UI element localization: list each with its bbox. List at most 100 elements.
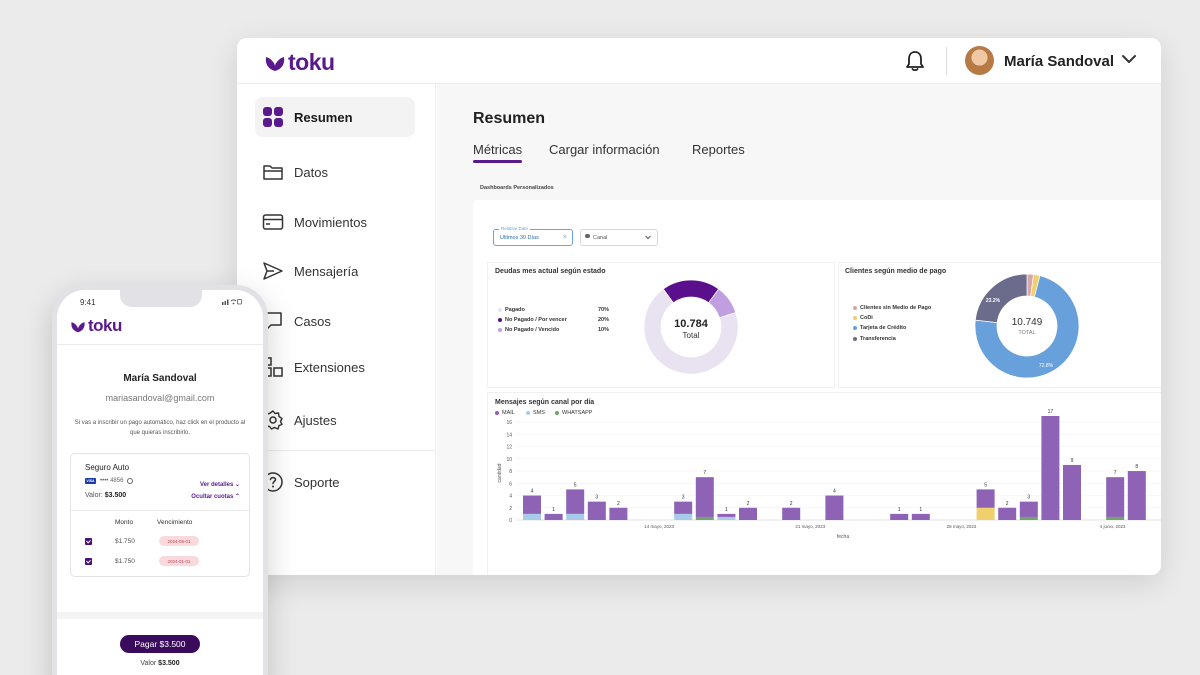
bar-segment-whatsapp[interactable]: [1019, 516, 1038, 520]
bar-segment-mail[interactable]: [523, 495, 541, 514]
installment-checkbox[interactable]: [85, 558, 92, 565]
link-label: Ver detalles: [199, 482, 234, 488]
product-valor: Valor: $3.500: [85, 492, 126, 499]
ver-detalles-link[interactable]: Ver detalles ⌄: [200, 481, 240, 488]
bar-segment-mail[interactable]: [739, 507, 757, 520]
pie-slice[interactable]: [974, 275, 1080, 379]
legend-item: WHATSAPP: [555, 410, 592, 416]
donut-total-label: TOTAL: [1018, 330, 1035, 336]
sidebar-item-resumen[interactable]: Resumen: [255, 97, 415, 137]
legend-label: No Pagado / Por vencer: [505, 317, 567, 323]
pie-slice[interactable]: [974, 273, 1028, 324]
pie-slice[interactable]: [708, 288, 737, 319]
sidebar-item-movimientos[interactable]: Movimientos: [255, 202, 415, 242]
sidebar-item-ajustes[interactable]: Ajustes: [255, 400, 415, 440]
legend-swatch: [555, 411, 559, 415]
bar-segment-mail[interactable]: [566, 489, 585, 514]
col-vencimiento: Vencimiento: [157, 519, 193, 526]
bar-segment-sms[interactable]: [717, 516, 736, 520]
product-card[interactable]: Seguro Auto VISA •••• 4856 Valor: $3.500…: [70, 453, 250, 577]
phone-notch: [120, 290, 202, 307]
toku-logo[interactable]: toku: [264, 49, 335, 76]
bar-segment-mail[interactable]: [976, 489, 995, 508]
legend-item: SMS: [526, 410, 545, 416]
bar-segment-mail[interactable]: [1041, 416, 1060, 520]
channel-filter[interactable]: Canal: [580, 229, 658, 246]
clients-donut: 10.749 TOTAL 23.2% 72.8%: [974, 273, 1080, 379]
legend-item: No Pagado / Vencido: [498, 327, 559, 333]
chevron-down-icon: [645, 235, 651, 240]
bar-segment-whatsapp[interactable]: [1106, 516, 1125, 520]
app-window: toku María Sandoval Resumen Datos Movimi…: [237, 38, 1161, 575]
bar-value-label: 3: [1027, 495, 1030, 501]
legend-label: WHATSAPP: [562, 410, 593, 416]
ocultar-cuotas-link[interactable]: Ocultar cuotas ⌃: [191, 493, 240, 500]
installment-amount: $1.750: [115, 558, 135, 565]
grid-icon: [263, 107, 283, 127]
bar-segment-whatsapp[interactable]: [695, 516, 714, 520]
sidebar-item-mensajeria[interactable]: Mensajería: [255, 251, 415, 291]
bar-segment-mail[interactable]: [609, 507, 628, 520]
visa-logo: VISA: [85, 478, 96, 484]
user-name[interactable]: María Sandoval: [1004, 53, 1115, 70]
bar-segment-mail[interactable]: [1019, 501, 1038, 517]
bar-segment-mail[interactable]: [1106, 477, 1125, 517]
bar-segment-mail[interactable]: [695, 477, 714, 517]
tab-metricas[interactable]: Métricas: [473, 142, 523, 163]
bar-segment-sms[interactable]: [674, 513, 693, 520]
bar-segment-codi[interactable]: [976, 507, 995, 520]
bar-segment-sms[interactable]: [566, 513, 585, 520]
date-filter[interactable]: Relative Date Ultimos 30 Días ×: [493, 226, 573, 246]
sidebar-item-label: Resumen: [294, 109, 353, 125]
y-tick-label: 4: [509, 494, 512, 500]
bar-segment-mail[interactable]: [1127, 471, 1146, 520]
chevron-down-icon[interactable]: [1121, 53, 1137, 65]
col-monto: Monto: [115, 519, 134, 526]
pie-slice[interactable]: [662, 279, 720, 304]
bar-segment-mail[interactable]: [782, 507, 801, 520]
sidebar-item-casos[interactable]: Casos: [255, 301, 415, 341]
installment-checkbox[interactable]: [85, 538, 92, 545]
sidebar-item-datos[interactable]: Datos: [255, 152, 415, 192]
pie-slice[interactable]: [643, 288, 739, 375]
payment-footer-inner: Pagar $3.500 Valor $3.500: [57, 619, 263, 675]
tab-cargar-informacion[interactable]: Cargar información: [549, 142, 660, 157]
sidebar-item-extensiones[interactable]: Extensiones: [255, 347, 415, 387]
donut-total-label: Total: [683, 331, 700, 340]
bar-segment-mail[interactable]: [674, 501, 693, 514]
chart-title: Mensajes según canal por día: [495, 399, 595, 406]
tab-reportes[interactable]: Reportes: [692, 142, 745, 157]
legend-label: Pagado: [505, 307, 525, 313]
legend-item: No Pagado / Por vencer: [498, 317, 567, 323]
bar-value-label: 3: [682, 495, 685, 501]
card-icon: [262, 214, 284, 230]
due-date-badge: 2024-05-01: [159, 536, 199, 546]
pay-button[interactable]: Pagar $3.500: [120, 635, 200, 653]
bar-segment-mail[interactable]: [998, 507, 1017, 520]
chat-icon: [585, 234, 590, 238]
chart-title: Clientes según medio de pago: [845, 268, 947, 275]
bar-segment-mail[interactable]: [544, 513, 563, 520]
y-tick-label: 2: [509, 506, 512, 512]
bar-segment-mail[interactable]: [587, 501, 606, 520]
sidebar-divider: [237, 450, 435, 451]
bar-segment-mail[interactable]: [825, 495, 844, 520]
avatar[interactable]: [965, 46, 994, 75]
bell-icon[interactable]: [905, 50, 925, 72]
legend-item: CoDi: [853, 315, 873, 321]
bar-segment-mail[interactable]: [717, 513, 736, 517]
clear-icon[interactable]: ×: [562, 234, 567, 241]
bar-segment-mail[interactable]: [911, 513, 930, 520]
legend-item: Clientes sin Medio de Pago: [853, 305, 931, 311]
bar-segment-mail[interactable]: [1063, 464, 1081, 520]
y-tick-label: 0: [509, 518, 512, 524]
x-tick-label: 21 mayo, 2023: [795, 524, 825, 529]
bar-value-label: 1: [898, 507, 901, 513]
bar-value-label: 1: [725, 507, 728, 513]
bar-segment-mail[interactable]: [890, 513, 909, 520]
y-tick-label: 14: [506, 432, 512, 438]
bar-segment-sms[interactable]: [523, 513, 541, 520]
status-time: 9:41: [80, 298, 96, 307]
bar-value-label: 4: [833, 489, 836, 495]
sidebar-item-soporte[interactable]: Soporte: [255, 462, 415, 502]
